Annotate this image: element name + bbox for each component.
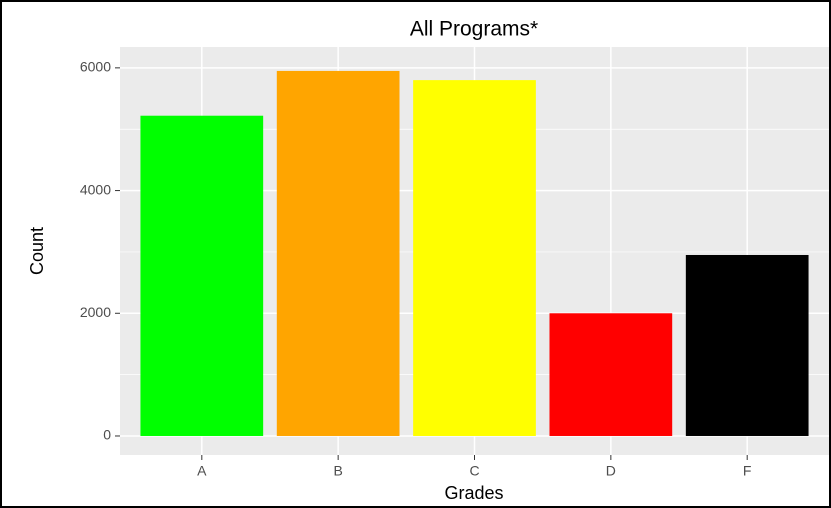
x-axis-label: Grades bbox=[444, 483, 503, 503]
x-tick-label: B bbox=[333, 463, 342, 479]
y-tick-label: 2000 bbox=[80, 304, 111, 320]
bar bbox=[276, 70, 400, 436]
bar bbox=[413, 80, 536, 436]
y-axis-label: Count bbox=[27, 227, 47, 275]
chart-title: All Programs* bbox=[410, 18, 538, 41]
x-tick-label: C bbox=[469, 463, 479, 479]
bar bbox=[140, 115, 264, 436]
x-tick-label: D bbox=[606, 463, 616, 479]
y-tick-label: 6000 bbox=[80, 59, 111, 75]
x-tick-label: A bbox=[197, 463, 207, 479]
y-tick-label: 0 bbox=[103, 427, 111, 443]
bar bbox=[549, 313, 673, 436]
y-tick-label: 4000 bbox=[80, 181, 111, 197]
bar bbox=[685, 254, 809, 436]
x-tick-label: F bbox=[743, 463, 752, 479]
